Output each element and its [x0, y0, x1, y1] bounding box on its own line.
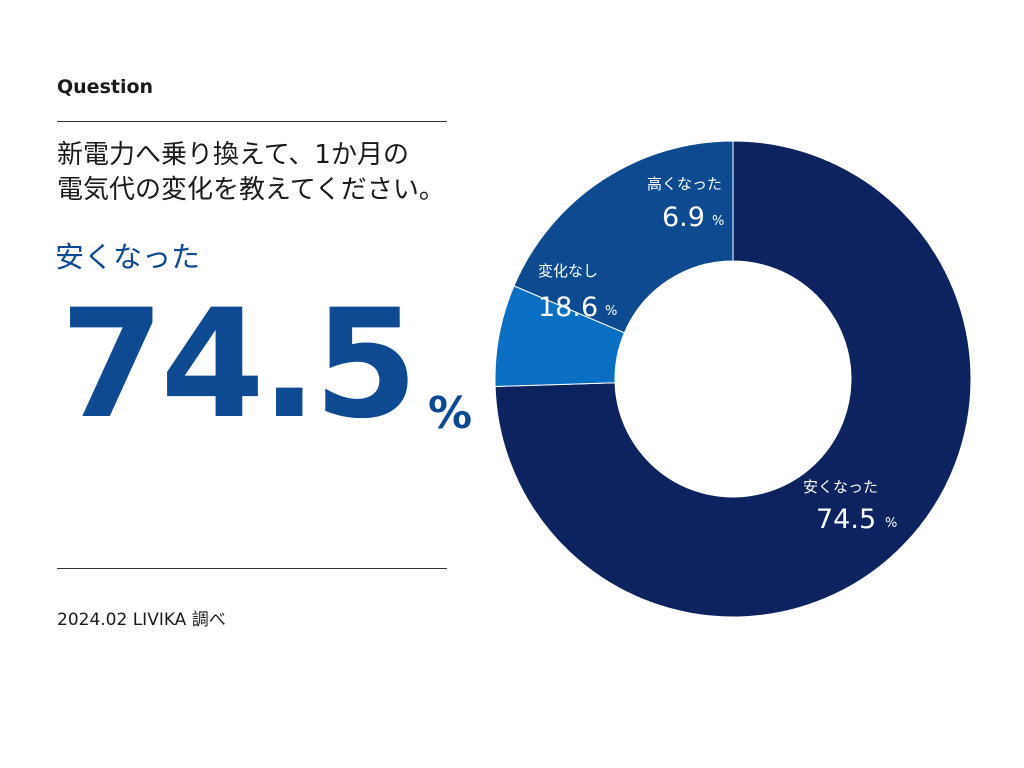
donut-slice-3 — [513, 140, 734, 334]
slice-label-unit-1: % — [885, 516, 897, 531]
slice-label-unit-3: % — [605, 304, 617, 319]
question-text: 新電力へ乗り換えて、1か月の 電気代の変化を教えてください。 — [57, 138, 507, 208]
slice-label-value-2: 6.9 — [662, 202, 705, 233]
source-note: 2024.02 LIVIKA 調べ — [57, 610, 226, 630]
slice-label-category-2: 高くなった — [647, 175, 722, 193]
answer-label: 安くなった — [55, 240, 201, 274]
bottom-divider — [57, 568, 447, 569]
question-line-2: 電気代の変化を教えてください。 — [57, 175, 445, 205]
slice-label-category-3: 変化なし — [538, 262, 598, 280]
question-label: Question — [57, 76, 154, 98]
top-divider — [57, 121, 447, 122]
big-value: 74.5 — [60, 278, 418, 452]
slice-label-unit-2: % — [712, 214, 724, 229]
slice-label-value-1: 74.5 — [816, 504, 876, 535]
slice-label-category-1: 安くなった — [803, 478, 878, 496]
slice-label-value-3: 18.6 — [538, 292, 598, 323]
donut-slice-1 — [494, 140, 972, 618]
question-line-1: 新電力へ乗り換えて、1か月の — [57, 140, 409, 170]
big-unit: % — [428, 388, 473, 439]
